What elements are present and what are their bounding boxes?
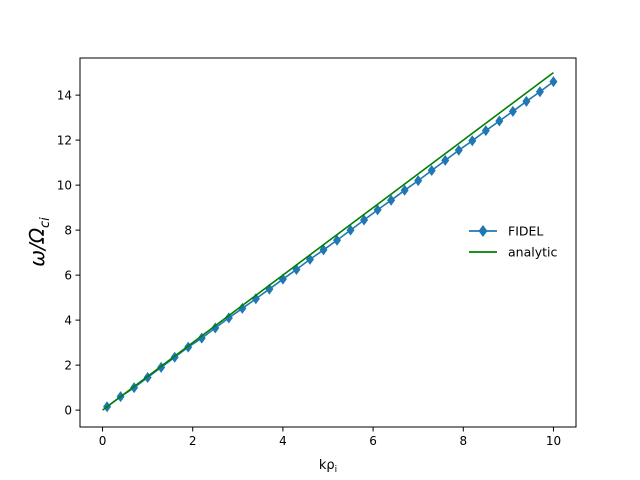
x-tick-label: 6	[369, 434, 377, 448]
y-tick-label: 6	[64, 268, 72, 282]
legend: FIDEL analytic	[469, 224, 557, 260]
x-axis-label: kρi	[319, 458, 337, 475]
y-tick-label: 4	[64, 313, 72, 327]
data-point-fidel	[238, 302, 247, 314]
data-point-fidel	[333, 234, 342, 246]
y-tick-label: 14	[57, 88, 72, 102]
y-tick-label: 10	[57, 178, 72, 192]
legend-label-fidel: FIDEL	[508, 224, 543, 239]
x-tick-label: 8	[459, 434, 467, 448]
axes-layer: 0 2 4 6 8 10 0 2 4 6 8 10 12 14	[57, 88, 561, 448]
y-tick-label: 12	[57, 133, 72, 147]
y-tick-label: 8	[64, 223, 72, 237]
data-point-fidel	[454, 144, 463, 156]
data-point-fidel	[387, 194, 396, 206]
data-point-fidel	[414, 175, 423, 187]
y-tick-label: 0	[64, 403, 72, 417]
data-point-fidel	[549, 76, 558, 88]
x-tick-label: 2	[189, 434, 197, 448]
x-tick-label: 4	[279, 434, 287, 448]
data-point-fidel	[441, 154, 450, 166]
series-layer	[102, 71, 558, 413]
data-point-fidel	[360, 214, 369, 226]
data-point-fidel	[373, 204, 382, 216]
data-point-fidel	[427, 165, 436, 176]
plot-frame	[79, 57, 577, 428]
y-tick-label: 2	[64, 358, 72, 372]
data-point-fidel	[522, 95, 531, 107]
data-point-fidel	[400, 184, 409, 196]
series-line-fidel	[106, 80, 554, 408]
data-point-fidel	[495, 115, 504, 127]
data-point-fidel	[468, 135, 477, 147]
data-point-fidel	[481, 125, 490, 137]
legend-marker-fidel	[478, 225, 488, 237]
x-tick-label: 0	[99, 434, 107, 448]
data-point-fidel	[346, 224, 355, 236]
legend-label-analytic: analytic	[508, 245, 557, 260]
y-axis-label: ω/Ωci	[25, 217, 53, 267]
data-point-fidel	[508, 105, 517, 117]
x-tick-label: 10	[546, 434, 561, 448]
series-line-analytic	[102, 71, 554, 411]
data-point-fidel	[535, 86, 544, 98]
